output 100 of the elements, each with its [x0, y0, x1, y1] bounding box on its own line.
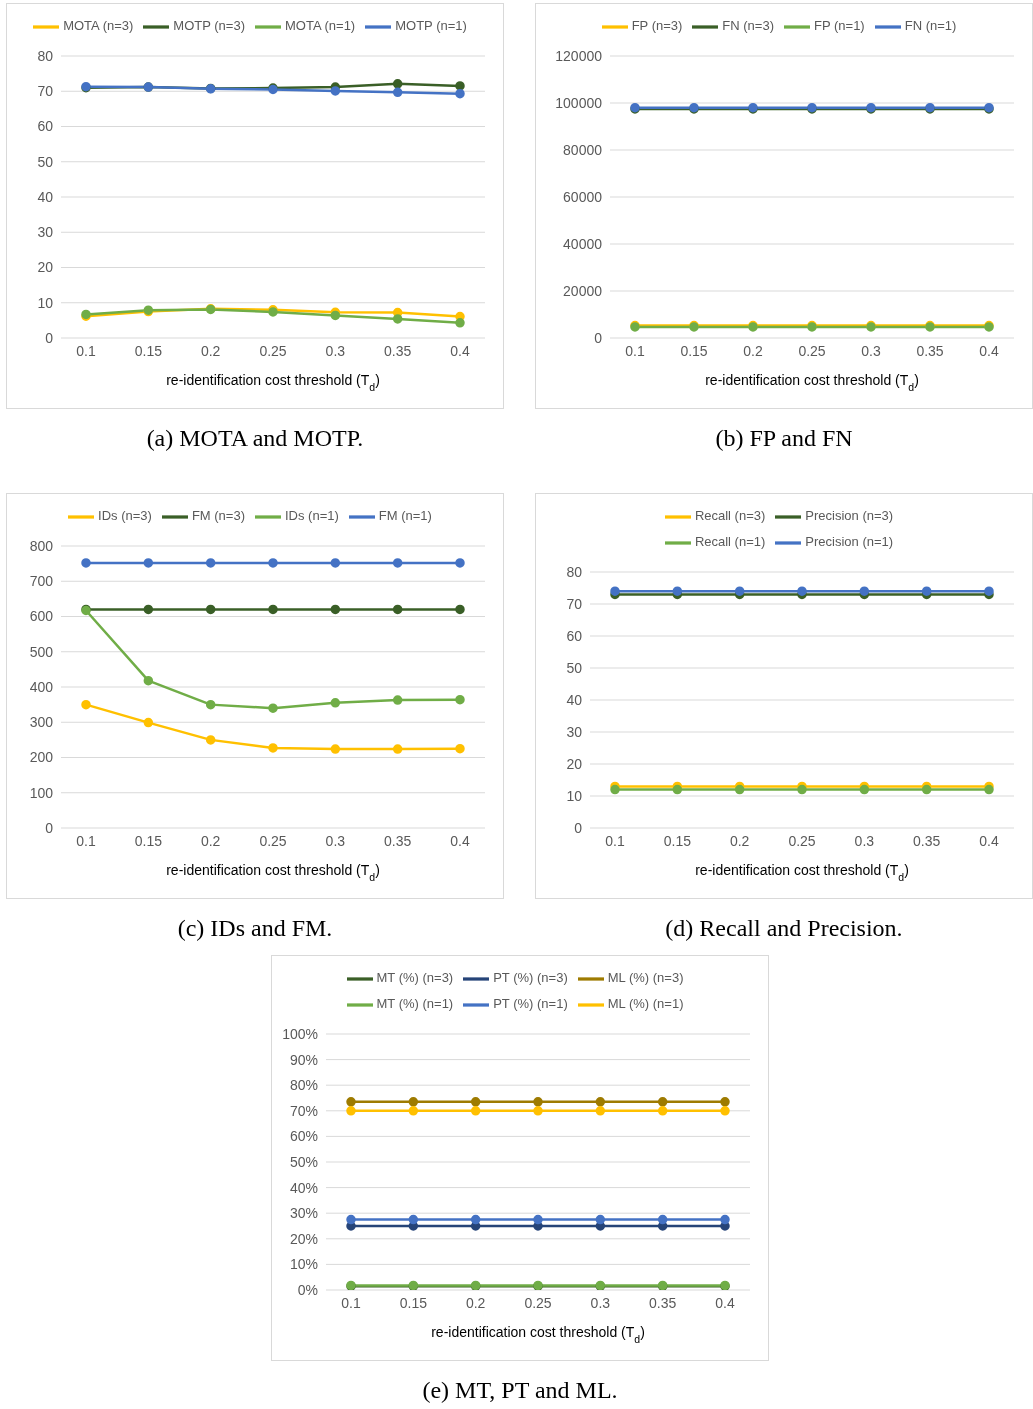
y-tick-label: 700	[29, 573, 54, 590]
x-axis-title: re-identification cost threshold (T$_{d}$)	[431, 1324, 645, 1345]
x-tick-label: 0.1	[76, 342, 96, 359]
y-tick-label: 60	[37, 118, 54, 135]
legend-label: IDs (n=1)	[285, 508, 339, 524]
legend-label: ML (%) (n=3)	[607, 970, 684, 986]
x-tick-label: 0.1	[625, 342, 645, 359]
y-tick-label: 20	[566, 755, 583, 772]
y-tick-label: 30	[566, 723, 583, 740]
legend-label: FM (n=1)	[378, 508, 432, 524]
y-tick-label: 80	[37, 47, 54, 64]
legend-label: MOTP (n=3)	[173, 18, 245, 34]
y-tick-label: 80000	[563, 141, 603, 158]
x-tick-label: 0.3	[861, 342, 881, 359]
y-tick-label: 40000	[563, 235, 603, 252]
x-axis-title: re-identification cost threshold (T$_{d}$)	[705, 372, 919, 393]
legend-label: PT (%) (n=1)	[493, 996, 568, 1012]
y-tick-label: 100%	[282, 1025, 318, 1042]
y-tick-label: 0	[45, 329, 54, 346]
x-tick-label: 0.15	[399, 1294, 428, 1311]
y-tick-label: 100000	[555, 94, 603, 111]
x-tick-label: 0.2	[200, 832, 221, 849]
legend-label: Recall (n=3)	[694, 508, 766, 524]
x-axis-title: re-identification cost threshold (T$_{d}$)	[695, 862, 909, 883]
y-tick-label: 300	[29, 714, 54, 731]
y-tick-label: 60000	[563, 188, 603, 205]
x-tick-label: 0.4	[979, 832, 999, 849]
y-tick-label: 10%	[289, 1256, 318, 1273]
y-tick-label: 70	[566, 595, 583, 612]
y-tick-label: 100	[29, 784, 54, 801]
x-tick-label: 0.1	[605, 832, 625, 849]
y-tick-label: 40	[566, 691, 583, 708]
y-tick-label: 10	[566, 787, 583, 804]
y-tick-label: 30%	[289, 1205, 318, 1222]
x-tick-label: 0.25	[798, 342, 826, 359]
y-tick-label: 200	[29, 749, 54, 766]
x-tick-label: 0.3	[854, 832, 875, 849]
legend-label: MT (%) (n=1)	[376, 996, 454, 1012]
x-tick-label: 0.2	[743, 342, 763, 359]
y-tick-label: 60	[566, 627, 583, 644]
y-tick-label: 20	[37, 259, 54, 276]
y-tick-label: 400	[29, 678, 54, 695]
y-tick-label: 20%	[289, 1230, 318, 1247]
legend-label: MOTA (n=1)	[285, 18, 356, 34]
x-axis-title: re-identification cost threshold (T$_{d}$)	[166, 862, 380, 883]
legend-label: MOTP (n=1)	[395, 18, 467, 34]
x-tick-label: 0.1	[341, 1294, 361, 1311]
y-tick-label: 600	[29, 608, 54, 625]
y-tick-label: 0	[574, 819, 583, 836]
y-tick-label: 0	[594, 329, 603, 346]
x-tick-label: 0.4	[979, 342, 999, 359]
text: (e) MT, PT and ML.	[421, 1377, 619, 1404]
x-axis-title: re-identification cost threshold (T$_{d}$)	[166, 372, 380, 393]
legend-label: Precision (n=1)	[805, 534, 894, 550]
x-tick-label: 0.35	[913, 832, 941, 849]
text: (b) FP and FN	[714, 425, 854, 452]
legend-label: FP (n=3)	[631, 18, 683, 34]
legend-label: Recall (n=1)	[694, 534, 766, 550]
y-tick-label: 20000	[563, 282, 603, 299]
x-tick-label: 0.4	[715, 1294, 735, 1311]
y-tick-label: 50	[37, 153, 54, 170]
x-tick-label: 0.4	[450, 832, 470, 849]
y-tick-label: 50%	[289, 1153, 318, 1170]
y-tick-label: 40%	[289, 1179, 318, 1196]
x-tick-label: 0.2	[200, 342, 221, 359]
y-tick-label: 30	[37, 224, 54, 241]
x-tick-label: 0.3	[590, 1294, 611, 1311]
legend-label: FP (n=1)	[814, 18, 865, 34]
y-tick-label: 120000	[555, 47, 603, 64]
x-tick-label: 0.3	[325, 832, 346, 849]
legend-label: MT (%) (n=3)	[376, 970, 454, 986]
legend-label: PT (%) (n=3)	[493, 970, 568, 986]
text: (d) Recall and Precision.	[664, 915, 904, 942]
y-tick-label: 90%	[289, 1051, 318, 1068]
y-tick-label: 10	[37, 294, 54, 311]
y-tick-label: 500	[29, 643, 54, 660]
legend-label: IDs (n=3)	[98, 508, 152, 524]
legend-label: Precision (n=3)	[805, 508, 894, 524]
x-tick-label: 0.35	[384, 342, 412, 359]
y-tick-label: 70%	[289, 1102, 318, 1119]
x-tick-label: 0.2	[465, 1294, 486, 1311]
legend-label: FN (n=1)	[904, 18, 957, 34]
x-tick-label: 0.25	[259, 342, 287, 359]
x-tick-label: 0.1	[76, 832, 96, 849]
y-tick-label: 70	[37, 83, 54, 100]
y-tick-label: 60%	[289, 1128, 318, 1145]
x-tick-label: 0.15	[663, 832, 692, 849]
x-tick-label: 0.4	[450, 342, 470, 359]
x-tick-label: 0.35	[649, 1294, 677, 1311]
y-tick-label: 50	[566, 659, 583, 676]
y-tick-label: 80	[566, 563, 583, 580]
x-tick-label: 0.2	[729, 832, 750, 849]
x-tick-label: 0.15	[134, 342, 163, 359]
x-tick-label: 0.15	[680, 342, 708, 359]
text: (c) IDs and FM.	[176, 915, 334, 942]
x-tick-label: 0.3	[325, 342, 346, 359]
y-tick-label: 800	[29, 537, 54, 554]
legend-label: FM (n=3)	[191, 508, 245, 524]
legend-label: MOTA (n=3)	[63, 18, 134, 34]
x-tick-label: 0.25	[788, 832, 816, 849]
